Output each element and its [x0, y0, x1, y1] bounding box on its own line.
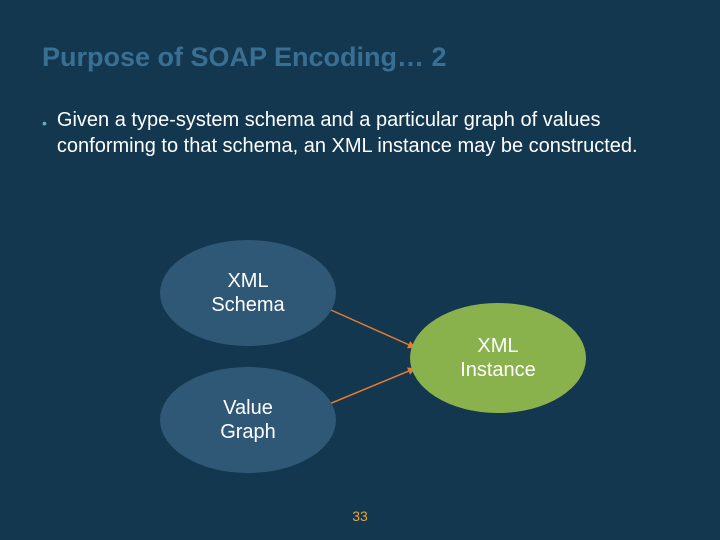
node-label: Value [220, 396, 276, 420]
node-label: Schema [211, 293, 284, 317]
node-label: XML [211, 269, 284, 293]
node-label: Graph [220, 420, 276, 444]
node-label: XML [460, 334, 536, 358]
node-xml-instance: XML Instance [410, 303, 586, 413]
page-number: 33 [0, 508, 720, 524]
node-xml-schema: XML Schema [160, 240, 336, 346]
diagram-svg [0, 0, 720, 540]
node-value-graph: Value Graph [160, 367, 336, 473]
node-label: Instance [460, 358, 536, 382]
